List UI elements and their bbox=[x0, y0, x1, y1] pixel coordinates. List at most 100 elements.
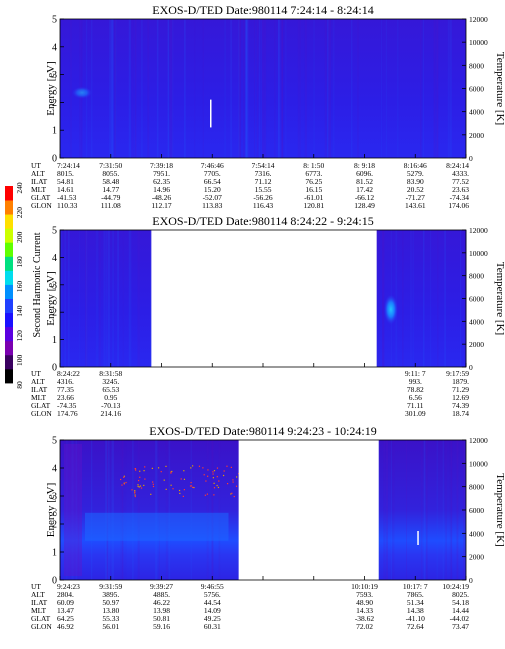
spectrogram-streak bbox=[450, 19, 452, 158]
row-label: GLON bbox=[31, 201, 52, 210]
colorbar-label: Second Harmonic Current bbox=[32, 232, 43, 337]
spectrogram-streak bbox=[277, 19, 280, 158]
spectrogram-streak bbox=[64, 230, 67, 367]
spectrogram-speckle bbox=[233, 495, 235, 498]
spectrogram-streak bbox=[168, 440, 171, 580]
y-tick-label: 4 bbox=[52, 253, 57, 264]
spectrogram-speckle bbox=[134, 490, 136, 492]
y2-tick-label: 2000 bbox=[469, 340, 484, 349]
row-value: 8: 1:50 bbox=[303, 161, 324, 170]
spectrogram-speckle bbox=[172, 488, 174, 490]
spectrogram-streak bbox=[117, 230, 119, 367]
row-value: 7951. bbox=[153, 169, 170, 178]
row-value: 9:46:55 bbox=[201, 582, 224, 591]
spectrogram-speckle bbox=[123, 475, 125, 477]
spectrogram-streak bbox=[105, 440, 107, 580]
spectrogram-speckle bbox=[193, 486, 195, 489]
row-value: 4316. bbox=[57, 377, 74, 386]
spectrogram-streak bbox=[183, 19, 186, 158]
spectrogram-speckle bbox=[190, 467, 192, 469]
spectrogram-streak bbox=[122, 440, 125, 580]
spectrogram-streak bbox=[60, 230, 63, 367]
row-value: 3895. bbox=[102, 590, 119, 599]
spectrogram-speckle bbox=[165, 465, 167, 467]
row-value: 76.25 bbox=[305, 177, 322, 186]
spectrogram-streak bbox=[66, 440, 68, 580]
row-value: 46.92 bbox=[57, 622, 74, 631]
colorbar-segment bbox=[5, 368, 13, 384]
y-axis-label: Energy [eV] bbox=[45, 61, 57, 115]
row-value: 9:11: 7 bbox=[405, 369, 426, 378]
spectrogram-streak bbox=[121, 440, 124, 580]
spectrogram-streak bbox=[442, 440, 445, 580]
row-value: 77.52 bbox=[452, 177, 469, 186]
spectrogram-streak bbox=[383, 440, 386, 580]
spectrogram-streak bbox=[433, 19, 436, 158]
spectrogram-streak bbox=[385, 19, 387, 158]
y2-tick-label: 0 bbox=[469, 154, 473, 163]
y-tick-label: 3 bbox=[52, 280, 57, 291]
spectrogram-streak bbox=[259, 19, 261, 158]
row-value: 7865. bbox=[407, 590, 424, 599]
y-tick-label: 5 bbox=[52, 226, 57, 237]
y2-tick-label: 12000 bbox=[469, 226, 488, 235]
row-value: 16.15 bbox=[305, 185, 322, 194]
spectrogram-streak bbox=[212, 440, 214, 580]
row-value: 14.96 bbox=[153, 185, 170, 194]
y-tick-label: 4 bbox=[52, 464, 57, 475]
y-tick-label: 3 bbox=[52, 492, 57, 503]
colorbar-segment bbox=[5, 298, 13, 314]
colorbar-tick-label: 180 bbox=[15, 256, 24, 268]
spectrogram-speckle bbox=[202, 467, 204, 469]
row-value: 78.82 bbox=[407, 385, 424, 394]
row-value: -56.26 bbox=[253, 193, 273, 202]
spectrogram-speckle bbox=[160, 471, 162, 473]
row-label: GLAT bbox=[31, 614, 51, 623]
spectrogram-streak bbox=[256, 19, 259, 158]
spectrogram-streak bbox=[445, 440, 447, 580]
row-value: 83.90 bbox=[407, 177, 424, 186]
spectrogram-speckle bbox=[198, 465, 201, 467]
spectrogram-streak bbox=[243, 19, 245, 158]
spectrogram-streak bbox=[297, 19, 299, 158]
spectrogram-speckle bbox=[236, 476, 238, 478]
row-value: -70.13 bbox=[101, 401, 121, 410]
data-gap bbox=[151, 229, 377, 368]
spectrogram-feature bbox=[85, 512, 229, 541]
spectrogram-streak bbox=[238, 19, 240, 158]
row-value: -66.12 bbox=[355, 193, 375, 202]
y-tick-label: 4 bbox=[52, 42, 57, 53]
y2-tick-label: 8000 bbox=[469, 483, 484, 492]
row-value: 0.95 bbox=[104, 393, 117, 402]
spectrogram-speckle bbox=[152, 483, 154, 485]
row-value: 2804. bbox=[57, 590, 74, 599]
row-label: ILAT bbox=[31, 598, 48, 607]
spectrogram-streak bbox=[105, 230, 107, 367]
spectrogram-streak bbox=[313, 19, 315, 158]
spectrogram-speckle bbox=[183, 489, 185, 491]
row-value: 62.35 bbox=[153, 177, 170, 186]
row-value: 4333. bbox=[452, 169, 469, 178]
spectrogram-speckle bbox=[230, 493, 232, 495]
y2-tick-label: 2000 bbox=[469, 553, 484, 562]
spectrogram-speckle bbox=[212, 477, 215, 479]
spectrogram-speckle bbox=[232, 479, 234, 481]
row-value: 8055. bbox=[102, 169, 119, 178]
spectrogram-streak bbox=[327, 19, 330, 158]
row-value: -61.01 bbox=[304, 193, 324, 202]
spectrogram-streak bbox=[382, 230, 384, 367]
spectrogram-streak bbox=[206, 440, 209, 580]
row-value: 7593. bbox=[356, 590, 373, 599]
spectrogram-streak bbox=[397, 19, 399, 158]
row-value: 8: 9:18 bbox=[354, 161, 375, 170]
spectrogram-streak bbox=[104, 440, 108, 580]
y-tick-label: 1 bbox=[52, 335, 57, 346]
spectrogram-speckle bbox=[123, 483, 125, 485]
panel-title: EXOS-D/TED Date:980114 9:24:23 - 10:24:1… bbox=[149, 424, 377, 438]
row-value: 993. bbox=[409, 377, 422, 386]
spectrogram-speckle bbox=[213, 470, 216, 472]
row-label: ILAT bbox=[31, 385, 48, 394]
y2-tick-label: 10000 bbox=[469, 249, 488, 258]
spectrogram-speckle bbox=[137, 485, 139, 488]
row-value: 116.43 bbox=[253, 201, 274, 210]
